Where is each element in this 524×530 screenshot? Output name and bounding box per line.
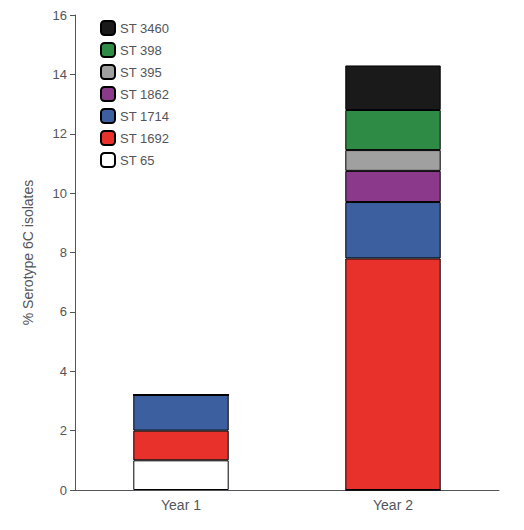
svg-text:10: 10 [53,186,67,201]
svg-text:ST 1862: ST 1862 [120,87,169,102]
svg-text:ST 398: ST 398 [120,43,162,58]
svg-text:2: 2 [60,423,67,438]
svg-text:16: 16 [53,8,67,23]
svg-text:6: 6 [60,304,67,319]
svg-text:ST 395: ST 395 [120,65,162,80]
svg-text:12: 12 [53,126,67,141]
svg-text:ST 1714: ST 1714 [120,109,169,124]
svg-text:0: 0 [60,483,67,498]
svg-text:14: 14 [53,67,67,82]
svg-text:Year 2: Year 2 [373,497,413,513]
svg-text:Year 1: Year 1 [161,497,201,513]
svg-text:% Serotype 6C isolates: % Serotype 6C isolates [20,180,36,326]
svg-text:ST 1692: ST 1692 [120,131,169,146]
svg-text:ST 65: ST 65 [120,153,154,168]
svg-text:8: 8 [60,245,67,260]
svg-text:4: 4 [60,364,67,379]
svg-text:ST 3460: ST 3460 [120,21,169,36]
